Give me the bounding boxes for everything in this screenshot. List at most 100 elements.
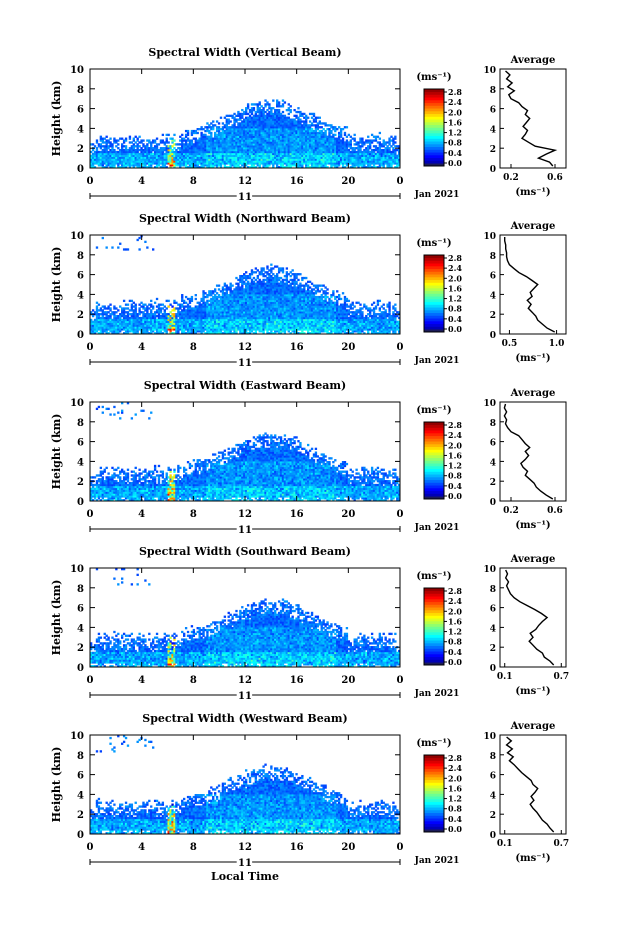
heatmap-cell <box>392 137 395 140</box>
heatmap-cell <box>250 110 254 114</box>
heatmap-cell <box>287 137 290 140</box>
heatmap-cell <box>241 129 244 133</box>
heatmap-cell <box>235 129 238 133</box>
heatmap-cell <box>268 133 271 137</box>
heatmap-cell <box>239 156 242 159</box>
heatmap-cell <box>136 313 139 316</box>
heatmap-cell <box>380 162 383 165</box>
heatmap-cell <box>200 156 203 159</box>
heatmap-cell <box>243 139 246 142</box>
heatmap-cell <box>369 162 372 165</box>
heatmap-cell <box>299 120 302 123</box>
heatmap-cell <box>243 141 246 144</box>
heatmap-cell <box>155 152 159 156</box>
heatmap-cell <box>128 313 132 316</box>
heatmap-cell <box>227 158 230 161</box>
heatmap-cell <box>293 158 296 161</box>
heatmap-cell <box>239 133 242 137</box>
heatmap-cell <box>357 166 360 169</box>
heatmap-cell <box>105 143 108 146</box>
heatmap-cell <box>277 141 281 144</box>
heatmap-cell <box>165 133 168 137</box>
heatmap-cell <box>223 162 227 165</box>
heatmap-cell <box>283 135 287 138</box>
heatmap-cell <box>345 141 349 144</box>
heatmap-cell <box>349 160 352 163</box>
heatmap-cell <box>345 148 349 152</box>
heatmap-cell <box>279 129 283 133</box>
heatmap-cell <box>262 137 265 140</box>
heatmap-cell <box>183 137 186 140</box>
heatmap-cell <box>262 108 265 112</box>
colorbar-segment <box>424 100 444 104</box>
heatmap-cell <box>188 164 192 167</box>
heatmap-cell <box>136 150 139 154</box>
heatmap-cell <box>328 129 331 133</box>
heatmap-cell <box>200 162 203 165</box>
heatmap-cell <box>140 152 143 156</box>
heatmap-cell <box>276 133 279 137</box>
heatmap-cell <box>148 162 151 165</box>
heatmap-cell <box>308 147 312 150</box>
heatmap-cell <box>283 116 287 119</box>
heatmap-cell <box>105 330 108 333</box>
heatmap-cell <box>165 166 168 169</box>
heatmap-cell <box>206 128 209 131</box>
heatmap-cell <box>122 152 126 156</box>
heatmap-cell <box>388 156 391 159</box>
heatmap-cell <box>353 137 356 140</box>
heatmap-cell <box>183 139 186 142</box>
heatmap-cell <box>320 145 323 148</box>
heatmap-cell <box>122 141 126 144</box>
heatmap-cell <box>179 160 182 163</box>
heatmap-cell <box>235 152 238 156</box>
heatmap-cell <box>369 164 372 167</box>
heatmap-cell <box>95 156 99 159</box>
heatmap-cell <box>299 150 302 154</box>
heatmap-cell <box>90 332 93 335</box>
panel-title: Spectral Width (Northward Beam) <box>139 212 351 225</box>
heatmap-cell <box>347 152 351 156</box>
heatmap-cell <box>103 141 106 144</box>
heatmap-cell <box>144 318 147 322</box>
heatmap-cell <box>144 158 147 161</box>
heatmap-cell <box>258 122 261 125</box>
heatmap-cell <box>173 147 176 150</box>
heatmap-cell <box>272 148 275 152</box>
heatmap-cell <box>153 160 157 163</box>
heatmap-cell <box>351 162 354 165</box>
heatmap-cell <box>152 148 155 152</box>
heatmap-cell <box>260 128 263 131</box>
heatmap-cell <box>308 120 312 123</box>
heatmap-cell <box>367 139 370 142</box>
heatmap-cell <box>169 154 172 157</box>
heatmap-cell <box>310 162 314 165</box>
heatmap-cell <box>272 128 275 131</box>
heatmap-cell <box>264 124 267 127</box>
heatmap-cell <box>359 150 362 154</box>
heatmap-cell <box>117 139 120 142</box>
heatmap-cell <box>310 135 314 138</box>
heatmap-cell <box>276 160 279 163</box>
heatmap-cell <box>196 143 199 146</box>
heatmap-cell <box>167 152 170 156</box>
heatmap-cell <box>250 143 254 146</box>
heatmap-cell <box>111 311 114 314</box>
heatmap-cell <box>264 118 267 121</box>
heatmap-cell <box>305 114 308 117</box>
heatmap-cell <box>121 318 124 322</box>
heatmap-cell <box>190 162 194 165</box>
heatmap-cell <box>343 150 347 154</box>
heatmap-cell <box>281 154 285 157</box>
heatmap-cell <box>258 103 261 106</box>
heatmap-cell <box>277 126 281 129</box>
heatmap-cell <box>332 158 335 161</box>
heatmap-cell <box>99 156 103 159</box>
heatmap-cell <box>152 139 155 142</box>
heatmap-cell <box>330 150 333 154</box>
heatmap-cell <box>237 110 240 114</box>
heatmap-cell <box>353 164 356 167</box>
heatmap-cell <box>152 320 155 323</box>
heatmap-cell <box>152 324 155 327</box>
heatmap-cell <box>237 150 240 154</box>
